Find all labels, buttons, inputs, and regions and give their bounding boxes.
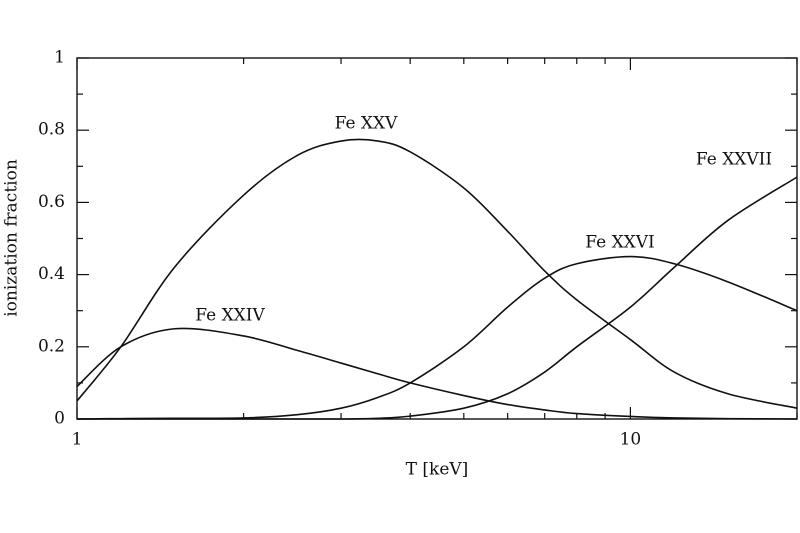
series-line: [76, 327, 798, 420]
series-line: [76, 138, 798, 409]
series-line: [77, 176, 798, 420]
y-tick-label: 0.8: [38, 120, 65, 140]
y-axis-label: ionization fraction: [2, 159, 22, 317]
y-tick-label: 0.4: [38, 264, 65, 284]
series-line: [76, 255, 798, 420]
series-label: Fe XXVI: [585, 233, 655, 253]
series-label: Fe XXIV: [195, 306, 265, 326]
x-tick-label: 10: [620, 430, 642, 450]
y-tick-label: 0.2: [38, 336, 65, 356]
y-tick-label: 0: [54, 409, 65, 429]
series-label: Fe XXVII: [696, 150, 772, 170]
x-tick-label: 1: [72, 430, 83, 450]
y-tick-label: 0.6: [38, 192, 65, 212]
plot-frame: [76, 57, 798, 420]
y-tick-label: 1: [54, 48, 65, 68]
series-label: Fe XXV: [335, 114, 399, 134]
x-axis-label: T [keV]: [406, 460, 469, 480]
